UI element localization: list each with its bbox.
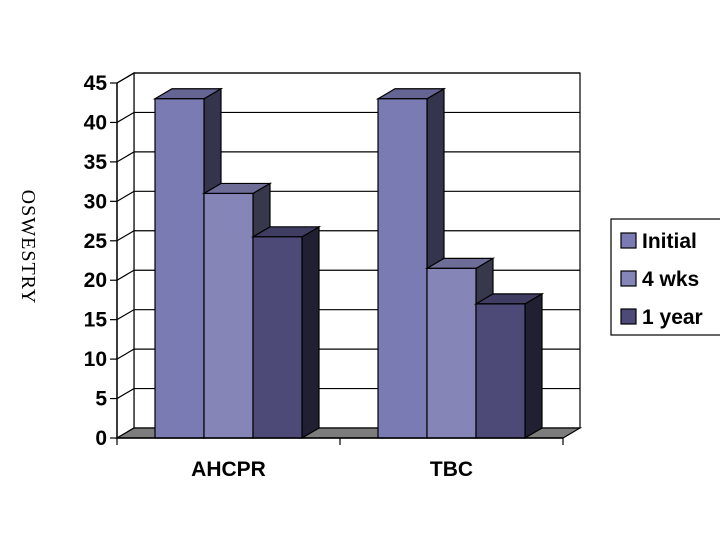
legend-label: 1 year [642, 306, 703, 329]
y-tick-label: 45 [84, 72, 108, 95]
y-tick-label: 0 [95, 427, 107, 450]
legend-item: 4 wks [620, 268, 699, 291]
axes [110, 82, 564, 445]
y-axis-label: OSWESTRY [17, 190, 39, 305]
bars [152, 87, 545, 440]
side-wall [116, 71, 135, 440]
bar-tbc-1-year [473, 292, 545, 440]
y-tick-label: 30 [84, 190, 107, 213]
legend: Initial 4 wks 1 year [610, 218, 720, 336]
y-tick-label: 20 [84, 269, 107, 292]
legend-item: 1 year [620, 306, 703, 329]
legend-item: Initial [620, 230, 697, 253]
y-tick-label: 10 [84, 348, 107, 371]
legend-swatch [620, 232, 637, 249]
gridline [116, 72, 580, 84]
legend-swatch [620, 270, 637, 287]
x-tick-label: TBC [430, 458, 473, 481]
y-tick-labels: 0 5 10 15 20 25 30 35 40 45 [84, 72, 108, 450]
y-tick-label: 25 [84, 230, 108, 253]
y-tick-label: 35 [84, 151, 108, 174]
x-tick-label: AHCPR [191, 458, 266, 481]
y-tick-label: 15 [84, 309, 108, 332]
bar-ahcpr-1-year [250, 225, 322, 440]
legend-label: 4 wks [642, 268, 699, 291]
y-tick-label: 40 [84, 111, 107, 134]
x-category-labels: AHCPR TBC [191, 458, 473, 481]
legend-label: Initial [642, 230, 697, 253]
legend-swatch [620, 308, 637, 325]
y-tick-label: 5 [95, 388, 107, 411]
